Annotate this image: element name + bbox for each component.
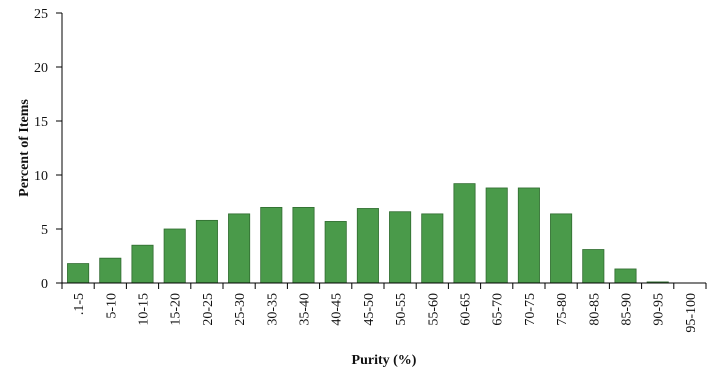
bar-75-80 [550,213,573,284]
bar-30-35 [260,206,283,284]
x-tick-label: 50-55 [394,293,409,326]
x-tick-label: 70-75 [523,293,538,326]
x-tick-label: 90-95 [652,293,667,326]
x-tick-label: 10-15 [137,293,152,326]
bar-20-25 [195,219,218,284]
x-tick-label: 60-65 [459,293,474,326]
x-tick-label: 75-80 [555,293,570,326]
y-tick-label: 25 [34,7,48,22]
x-tick-label: 95-100 [684,293,699,333]
y-axis-title: Percent of Items [17,99,32,197]
bar-55-60 [421,213,444,284]
y-tick-label: 0 [41,277,48,292]
y-tick-label: 15 [34,115,48,130]
x-tick-label: 55-60 [426,293,441,326]
x-tick-label: 20-25 [201,293,216,326]
x-axis-title: Purity (%) [352,353,417,368]
bar-70-75 [517,187,540,284]
bars [67,183,669,284]
x-tick-label: 15-20 [169,293,184,326]
bar-50-55 [389,211,412,284]
y-tick-label: 10 [34,169,48,184]
bar-85-90 [614,268,637,284]
bar-5-10 [99,257,122,284]
bar-65-70 [485,187,508,284]
y-tick-label: 5 [41,223,48,238]
bar-40-45 [324,221,347,284]
x-tick-label: .1-5 [72,293,87,315]
bar-80-85 [582,249,605,284]
x-tick-label: 5-10 [104,293,119,319]
x-tick-label: 85-90 [620,293,635,326]
bar-25-30 [228,213,251,284]
bar-10-15 [131,244,154,284]
bar-45-50 [356,208,379,284]
x-tick-label: 35-40 [298,293,313,326]
x-tick-label: 45-50 [362,293,377,326]
x-tick-label: 65-70 [491,293,506,326]
bar-15-20 [163,228,186,284]
y-tick-label: 20 [34,61,48,76]
x-tick-label: 30-35 [265,293,280,326]
x-tick-label: 40-45 [330,293,345,326]
x-tick-label: 25-30 [233,293,248,326]
bar-60-65 [453,183,476,284]
bar-35-40 [292,206,315,284]
x-axis: .1-5 5-10 10-15 15-20 20-25 25-30 30-35 35-40 40… [61,282,707,333]
y-axis: 0 5 10 15 20 25 [34,7,63,292]
x-tick-label: 80-85 [587,293,602,326]
bar-.1-5 [67,263,90,284]
